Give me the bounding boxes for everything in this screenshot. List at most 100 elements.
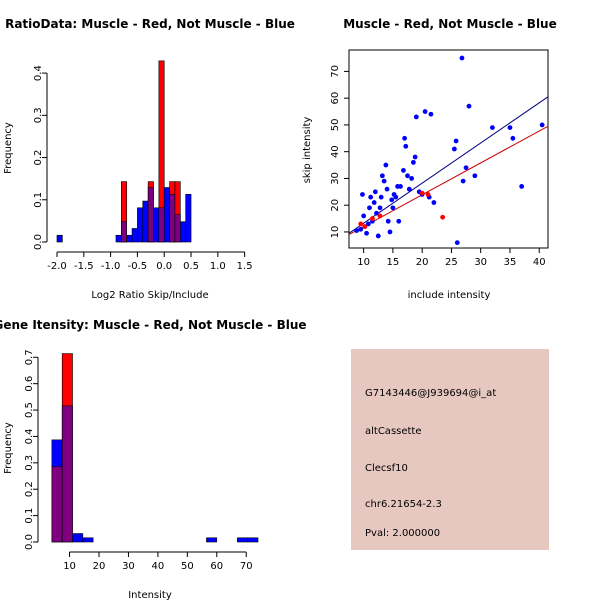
scatter-y-tick-label: 30	[330, 172, 341, 185]
intensity-histogram-panel: Gene Itensity: Muscle - Red, Not Muscle …	[0, 318, 307, 600]
scatter-y-tick-label: 40	[330, 145, 341, 158]
ratio-y-tick-label: 0.2	[33, 150, 44, 166]
ratio-x-tick-label: 1.5	[237, 261, 253, 272]
ratio-overlap-bar	[174, 214, 181, 243]
scatter-point	[387, 229, 393, 235]
scatter-point	[454, 240, 460, 246]
scatter-point	[381, 178, 387, 184]
ratio-x-tick-label: 1.0	[210, 261, 226, 272]
ratio-y-tick-label: 0.3	[33, 107, 44, 123]
scatter-plot-panel: Muscle - Red, Not Muscle - Blue 10 15 20 25…	[302, 17, 557, 301]
intensity-x-tick-label: 30	[122, 561, 135, 572]
ratio-bar	[153, 207, 160, 243]
scatter-point	[489, 125, 495, 130]
scatter-point	[367, 205, 372, 211]
intensity-axes: 10 20 30 40 50 60 70 0.0 0.1 0.2 0.3 0.4 0.5 0.6 0.7	[24, 349, 253, 572]
scatter-point	[403, 143, 409, 149]
ratio-x-tick-label: -0.5	[128, 261, 148, 272]
intensity-y-tick-label: 0.5	[24, 402, 35, 418]
scatter-point	[406, 186, 412, 192]
scatter-x-tick-label: 25	[445, 257, 458, 268]
pval-text: Pval: 2.000000	[365, 528, 440, 539]
scatter-point	[375, 233, 381, 239]
scatter-point	[372, 189, 378, 195]
scatter-point	[398, 184, 403, 189]
scatter-x-axis-label: include intensity	[408, 290, 491, 301]
scatter-point	[361, 213, 367, 219]
ratio-x-tick-label: -1.0	[101, 261, 121, 272]
scatter-point	[472, 173, 478, 179]
location-text: chr6.21654-2.3	[365, 499, 442, 510]
intensity-y-tick-label: 0.1	[24, 508, 35, 524]
scatter-point	[422, 109, 428, 114]
scatter-point	[358, 226, 364, 232]
ratio-overlap-bar	[169, 193, 176, 243]
intensity-bar	[247, 537, 259, 543]
ratio-bars	[56, 60, 192, 243]
ratio-axes: -2.0 -1.5 -1.0 -0.5 0.0 0.5 1.0 1.5 0.0 0.1 0.2 0.3…	[33, 65, 253, 272]
scatter-point	[539, 122, 545, 128]
scatter-point	[466, 103, 472, 109]
scatter-point	[451, 146, 457, 152]
ratio-y-axis-label: Frequency	[3, 122, 14, 174]
scatter-point	[364, 230, 369, 236]
scatter-x-tick-label: 20	[416, 257, 429, 268]
scatter-point	[378, 194, 384, 200]
scatter-point	[370, 216, 375, 221]
intensity-bar	[82, 537, 94, 543]
scatter-point	[409, 176, 415, 181]
intensity-y-tick-label: 0.7	[24, 349, 35, 365]
scatter-point	[459, 55, 465, 61]
scatter-point	[377, 205, 383, 211]
ratio-overlap-bar	[158, 207, 165, 243]
ratio-bar	[180, 221, 186, 243]
intensity-x-axis-label: Intensity	[128, 590, 172, 600]
ratio-x-tick-label: 0.0	[156, 261, 172, 272]
scatter-y-tick-label: 50	[330, 119, 341, 132]
scatter-point	[463, 165, 469, 171]
scatter-point	[390, 205, 396, 211]
ratio-y-tick-label: 0.4	[33, 65, 44, 81]
scatter-point	[360, 192, 365, 197]
ratio-bar	[131, 228, 138, 243]
scatter-x-tick-label: 10	[357, 257, 370, 268]
ratio-bar	[115, 234, 122, 243]
scatter-points	[354, 55, 545, 246]
ratio-x-tick-label: -2.0	[47, 261, 67, 272]
ratio-x-axis-label: Log2 Ratio Skip/Include	[91, 290, 208, 301]
scatter-x-tick-label: 35	[504, 257, 517, 268]
intensity-y-tick-label: 0.6	[24, 376, 35, 392]
intensity-x-tick-label: 40	[152, 561, 165, 572]
ratio-x-tick-label: 0.5	[183, 261, 199, 272]
scatter-x-tick-label: 15	[387, 257, 400, 268]
info-box-background	[351, 349, 549, 550]
scatter-point	[428, 111, 434, 117]
intensity-bar	[72, 533, 84, 543]
scatter-point	[383, 162, 389, 168]
intensity-x-tick-label: 70	[240, 561, 253, 572]
scatter-point	[362, 224, 368, 229]
scatter-point	[402, 135, 408, 141]
scatter-point	[365, 221, 371, 227]
scatter-y-tick-label: 60	[330, 92, 341, 105]
scatter-fit-line	[348, 125, 549, 236]
scatter-point	[358, 221, 364, 227]
intensity-x-tick-label: 10	[63, 561, 76, 572]
scatter-point	[405, 173, 410, 179]
probe-id-text: G7143446@J939694@i_at	[365, 388, 496, 399]
scatter-point	[507, 125, 513, 130]
scatter-point	[431, 200, 437, 205]
ratio-bar	[142, 200, 149, 243]
scatter-point	[374, 210, 379, 216]
scatter-point	[401, 168, 406, 173]
scatter-point	[379, 173, 385, 179]
intensity-bar	[237, 537, 248, 543]
intensity-y-tick-label: 0.4	[24, 428, 35, 444]
intensity-y-tick-label: 0.2	[24, 481, 35, 497]
intensity-overlap-bar	[51, 466, 63, 543]
scatter-x-tick-label: 30	[474, 257, 487, 268]
intensity-x-tick-label: 50	[181, 561, 194, 572]
scatter-point	[371, 200, 377, 205]
scatter-point	[385, 218, 391, 224]
